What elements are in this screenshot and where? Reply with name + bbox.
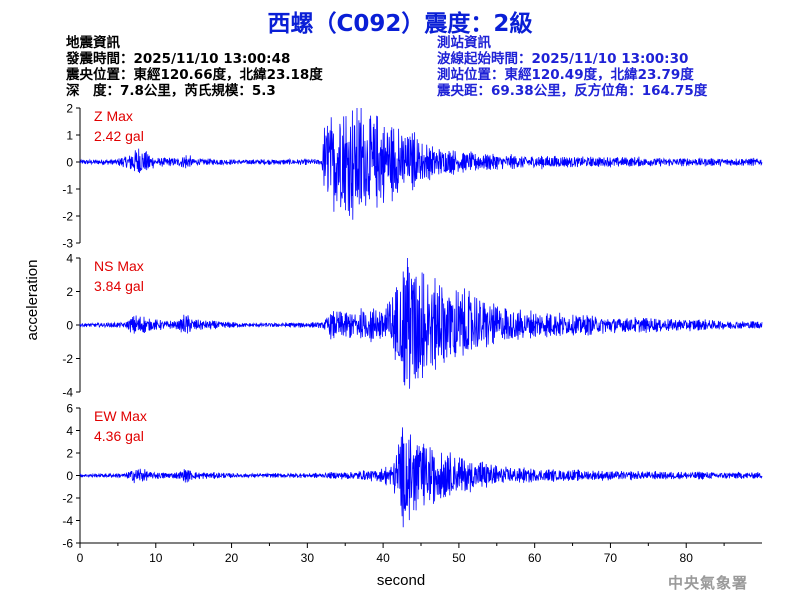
y-tick-label-z: 2 [66,102,73,116]
max-value-ew: 4.36 gal [94,428,144,444]
epicentral-distance: 震央距：69.38公里，反方位角：164.75度 [437,83,708,99]
waveform-ew [79,427,763,528]
origin-time: 發震時間：2025/11/10 13:00:48 [66,51,291,67]
quake-info-block: 地震資訊 發震時間：2025/11/10 13:00:48 震央位置：東經120… [66,35,323,99]
y-tick-label-ew: 6 [66,402,73,416]
max-label-z: Z Max [94,108,133,124]
waveform-ns [79,257,763,389]
x-tick-label: 80 [680,551,694,565]
max-value-z: 2.42 gal [94,128,144,144]
epicenter-position: 震央位置：東經120.66度，北緯23.18度 [66,67,323,83]
x-tick-label: 50 [452,551,466,565]
agency-logo-text: 中央氣象署 [667,574,748,592]
y-tick-label-z: -3 [62,237,73,251]
depth-magnitude: 深 度：7.8公里，芮氏規模：5.3 [66,83,276,99]
x-tick-label: 40 [376,551,390,565]
quake-info-heading: 地震資訊 [66,35,120,51]
max-label-ew: EW Max [94,408,147,424]
page-title: 西螺（C092）震度：2級 [267,11,533,37]
x-tick-label: 0 [77,551,84,565]
y-tick-label-ew: -4 [62,514,73,528]
y-tick-label-ew: 2 [66,447,73,461]
y-tick-label-z: 0 [66,156,73,170]
x-axis-label: second [377,572,425,589]
y-tick-label-ew: 4 [66,424,73,438]
station-info-heading: 測站資訊 [437,35,491,51]
y-tick-label-z: -1 [62,183,73,197]
station-info-block: 測站資訊 波線起始時間：2025/11/10 13:00:30 測站位置：東經1… [437,35,707,99]
y-tick-label-ew: -2 [62,492,73,506]
x-tick-label: 60 [528,551,542,565]
y-tick-label-ns: -4 [62,386,73,400]
y-tick-label-ns: -2 [62,352,73,366]
wave-start-time: 波線起始時間：2025/11/10 13:00:30 [437,51,689,67]
station-position: 測站位置：東經120.49度，北緯23.79度 [437,67,694,83]
y-tick-label-ew: -6 [62,537,73,551]
x-tick-label: 70 [604,551,618,565]
x-tick-label: 20 [225,551,239,565]
y-tick-label-ns: 4 [66,252,73,266]
x-tick-label: 30 [301,551,315,565]
waveform-z [79,107,763,220]
y-tick-label-z: -2 [62,210,73,224]
x-tick-label: 10 [149,551,163,565]
y-tick-label-ns: 2 [66,285,73,299]
y-tick-label-ew: 0 [66,469,73,483]
max-label-ns: NS Max [94,258,144,274]
y-tick-label-ns: 0 [66,319,73,333]
y-tick-label-z: 1 [66,129,73,143]
y-axis-label: acceleration [24,260,41,341]
max-value-ns: 3.84 gal [94,278,144,294]
